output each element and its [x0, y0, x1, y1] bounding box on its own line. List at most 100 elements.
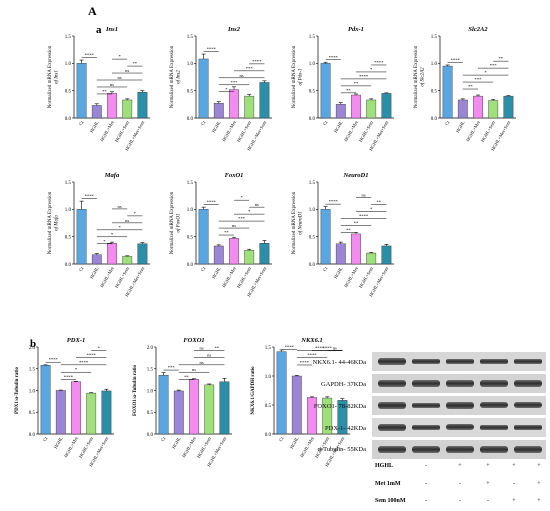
- significance-label: *: [240, 195, 243, 200]
- significance-label: **: [499, 56, 504, 61]
- y-tick-label: 1.0: [29, 389, 36, 394]
- x-tick-label: HGHL+Sem: [114, 120, 130, 143]
- significance-label: **: [133, 61, 138, 66]
- y-tick-label: 1.5: [187, 35, 194, 40]
- y-tick-label: 2.0: [147, 346, 154, 351]
- significance-label: ***: [490, 63, 498, 68]
- chart-pdx1-mrna: Pdx-1 Normalized mRNA Expression of Pdx-1 0…: [292, 26, 394, 152]
- significance-label: ****: [315, 345, 325, 350]
- y-tick-label: 0.0: [29, 433, 36, 438]
- chart-title: PDX-1: [67, 337, 85, 344]
- y-tick-label: 0.0: [65, 117, 72, 122]
- significance-label: ***: [475, 77, 483, 82]
- significance-label: ****: [329, 55, 339, 60]
- chart-title: Ins2: [227, 26, 241, 33]
- blot-label: NKX6.1- 44-46KDa: [312, 359, 366, 366]
- y-tick-label: 0.0: [309, 263, 316, 268]
- bar: [320, 63, 331, 119]
- x-tick-label: Ct: [200, 265, 207, 272]
- chart-title: NeuroD1: [343, 172, 369, 179]
- significance-label: ns: [125, 68, 129, 73]
- x-tick-label: HGHL: [89, 266, 100, 280]
- condition-value: -: [487, 498, 489, 504]
- significance-label: ****: [252, 59, 262, 64]
- y-tick-label: 0.0: [65, 263, 72, 268]
- x-tick-label: HGHL+Sem: [236, 266, 252, 289]
- significance-label: **: [377, 199, 382, 204]
- bar: [137, 243, 148, 265]
- condition-value: -: [425, 481, 427, 487]
- x-tick-label: HGHL: [53, 436, 64, 450]
- bar: [204, 384, 215, 435]
- bar: [320, 209, 331, 265]
- y-tick-label: 0.0: [187, 263, 194, 268]
- chart-ins2: Ins2 Normalized mRNA Expression of Ins2 0.0…: [170, 26, 272, 152]
- significance-label: *: [134, 211, 137, 216]
- bar: [107, 243, 117, 265]
- significance-label: ns: [118, 204, 122, 209]
- significance-label: ns: [207, 352, 211, 357]
- y-tick-label: 1.5: [309, 35, 316, 40]
- blot-label: α-Tubulin- 55KDa: [317, 446, 367, 453]
- x-tick-label: Ct: [42, 435, 49, 442]
- x-tick-label: Ct: [78, 119, 85, 126]
- bar: [259, 82, 270, 119]
- significance-label: **: [215, 345, 220, 350]
- bar: [219, 381, 230, 435]
- y-tick-label: 0.5: [187, 235, 194, 240]
- condition-value: +: [512, 463, 516, 469]
- condition-value: -: [459, 498, 461, 504]
- significance-label: **: [184, 375, 189, 380]
- x-tick-label: HGHL: [211, 120, 222, 134]
- bar: [122, 99, 133, 119]
- significance-label: *: [248, 209, 251, 214]
- y-tick-label: 1.0: [265, 375, 272, 380]
- y-axis-label: Normalized mRNA Expression: [170, 45, 175, 108]
- x-tick-label: HGHL+Met: [99, 265, 115, 288]
- y-tick-label: 1.0: [187, 62, 194, 67]
- bar: [107, 93, 117, 119]
- chart-title: Mafa: [104, 172, 120, 179]
- x-tick-label: HGHL+Met: [221, 265, 237, 288]
- chart-title: Pdx-1: [348, 26, 364, 33]
- x-tick-label: Ct: [322, 265, 329, 272]
- y-axis-label: of Pdx-1: [299, 68, 304, 85]
- bar: [351, 94, 361, 119]
- bar: [76, 209, 87, 265]
- significance-label: ****: [359, 213, 369, 218]
- significance-label: ****: [285, 345, 295, 350]
- y-tick-label: 1.5: [309, 181, 316, 186]
- significance-label: ns: [362, 192, 366, 197]
- y-axis-label: Normalized mRNA Expression: [48, 45, 53, 108]
- x-tick-label: HGHL+Sem: [114, 266, 130, 289]
- y-tick-label: 1.5: [431, 35, 438, 40]
- x-tick-label: Ct: [160, 435, 167, 442]
- y-axis-label: Normalized mRNA Expression: [292, 191, 297, 254]
- bar: [322, 397, 333, 435]
- bar: [244, 250, 255, 265]
- blot-label: GAPDH- 37KDa: [321, 381, 366, 388]
- y-tick-label: 0.5: [431, 89, 438, 94]
- condition-value: +: [458, 463, 462, 469]
- blot-label: PDX-1- 42KDa: [325, 425, 366, 432]
- panel-label-a: a: [96, 24, 102, 36]
- bar: [366, 99, 377, 119]
- significance-label: *: [103, 239, 106, 244]
- significance-label: ****: [329, 199, 339, 204]
- panel-label-A: A: [88, 4, 97, 18]
- significance-label: ns: [200, 345, 204, 350]
- significance-label: **: [102, 89, 107, 94]
- y-tick-label: 1.5: [265, 346, 272, 351]
- bar: [189, 378, 199, 435]
- y-tick-label: 1.5: [147, 368, 154, 373]
- bar: [351, 233, 361, 265]
- condition-value: -: [425, 463, 427, 469]
- significance-label: ****: [64, 375, 74, 380]
- significance-label: ns: [240, 73, 244, 78]
- bar: [457, 99, 468, 119]
- bar: [173, 390, 184, 435]
- bar: [259, 243, 270, 265]
- significance-label: ***: [238, 216, 246, 221]
- condition-value: -: [459, 481, 461, 487]
- x-tick-label: HGHL+Sem: [78, 436, 94, 459]
